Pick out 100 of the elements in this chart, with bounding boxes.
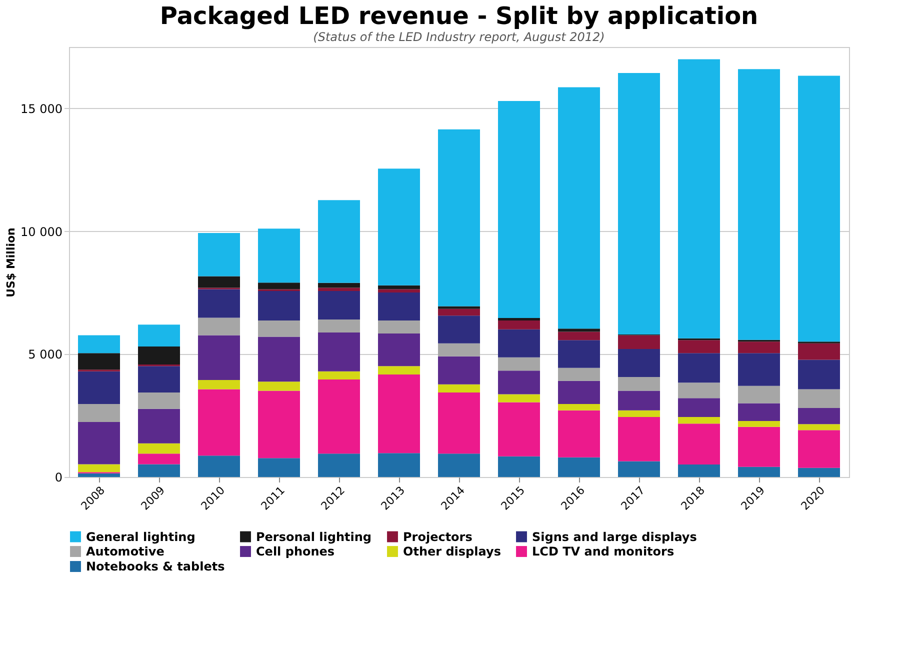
bar [678, 353, 720, 383]
bar [198, 318, 240, 336]
bar [738, 386, 780, 404]
bar [678, 464, 720, 477]
bar [198, 335, 240, 380]
bar [78, 335, 120, 354]
bar [558, 87, 600, 329]
bar [558, 368, 600, 381]
bar [78, 404, 120, 422]
bar [318, 371, 360, 380]
legend-label: General lighting [86, 530, 196, 544]
bar [378, 366, 420, 375]
bar [738, 403, 780, 421]
bar [678, 340, 720, 354]
y-axis-title: US$ Million [4, 228, 18, 298]
bar [678, 417, 720, 424]
bar [798, 343, 840, 360]
bar [498, 402, 540, 456]
bar [738, 426, 780, 467]
bar [618, 461, 660, 477]
legend-label: Projectors [403, 530, 472, 544]
bar [438, 308, 480, 316]
bar [498, 101, 540, 318]
bar [798, 468, 840, 477]
bar [438, 343, 480, 356]
bar [378, 374, 420, 454]
legend-label: Notebooks & tablets [86, 560, 225, 574]
bar [738, 342, 780, 354]
bar [78, 473, 120, 477]
bar [198, 456, 240, 477]
chart-title: Packaged LED revenue - Split by application [160, 2, 758, 30]
y-tick-label: 5 000 [28, 348, 62, 362]
bar [318, 332, 360, 372]
bar [438, 129, 480, 306]
bar [798, 360, 840, 390]
bar [378, 320, 420, 334]
bar [318, 454, 360, 477]
bar [318, 319, 360, 333]
bar [198, 289, 240, 318]
bar [558, 340, 600, 368]
bar [378, 334, 420, 366]
bar [138, 346, 180, 364]
bar [138, 464, 180, 477]
legend-label: Personal lighting [256, 530, 372, 544]
bar [78, 464, 120, 472]
bar [618, 410, 660, 418]
bar [318, 200, 360, 283]
bar [618, 335, 660, 349]
bar [558, 410, 600, 458]
legend-label: LCD TV and monitors [532, 544, 674, 558]
bar [258, 290, 300, 320]
chart-subtitle: (Status of the LED Industry report, August 2012) [313, 30, 605, 44]
bar [438, 316, 480, 344]
bar [318, 288, 360, 291]
bar [618, 417, 660, 462]
bar [78, 353, 120, 370]
bar [438, 306, 480, 309]
y-tick-label: 15 000 [20, 102, 62, 116]
bar [138, 454, 180, 464]
bar [258, 336, 300, 382]
bar [738, 69, 780, 340]
bar [258, 458, 300, 477]
bar [798, 430, 840, 468]
bar [558, 380, 600, 404]
bar [438, 384, 480, 392]
legend-label: Cell phones [256, 544, 335, 558]
bar [78, 371, 120, 404]
bar [318, 379, 360, 454]
bar [318, 290, 360, 320]
bar [738, 466, 780, 477]
bar [438, 454, 480, 477]
bar [798, 424, 840, 430]
bar [618, 73, 660, 334]
bar [618, 376, 660, 391]
bar [198, 380, 240, 390]
bar [678, 424, 720, 464]
bar [258, 390, 300, 458]
bar [798, 408, 840, 424]
bar [738, 353, 780, 386]
bar [558, 328, 600, 332]
bar [138, 408, 180, 444]
bar [318, 282, 360, 288]
bar [678, 59, 720, 338]
bar [378, 292, 420, 320]
bar [258, 382, 300, 391]
bar [558, 332, 600, 340]
bar [138, 443, 180, 454]
bar [198, 276, 240, 288]
bar [378, 289, 420, 292]
bar [798, 389, 840, 408]
bar [618, 348, 660, 377]
bar [498, 370, 540, 394]
bar [258, 228, 300, 283]
bar [438, 392, 480, 454]
bar [138, 392, 180, 409]
bar [138, 324, 180, 347]
y-tick-label: 0 [54, 470, 62, 484]
bar [678, 398, 720, 418]
legend-label: Signs and large displays [532, 530, 697, 544]
bar [438, 356, 480, 384]
